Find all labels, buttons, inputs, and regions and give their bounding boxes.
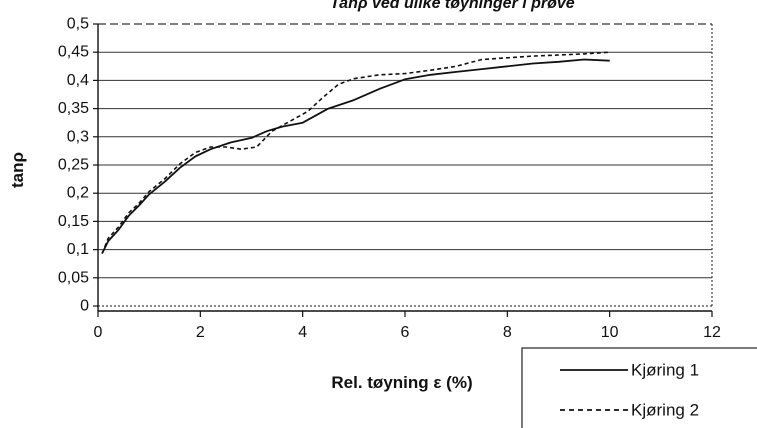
legend-label-2: Kjøring 2 xyxy=(631,401,699,420)
y-tick-label: 0,05 xyxy=(58,269,89,286)
plot-frame xyxy=(98,23,713,307)
y-tick-label: 0,35 xyxy=(58,100,89,117)
x-tick-label: 10 xyxy=(601,324,619,341)
x-tick-label: 12 xyxy=(703,324,721,341)
y-tick-label: 0,45 xyxy=(58,44,89,61)
y-tick-labels: 0 0,05 0,1 0,15 0,2 0,25 0,3 0,35 0,4 0,45 0,5 xyxy=(58,16,89,315)
y-tick-label: 0,15 xyxy=(58,213,89,230)
legend-label-1: Kjøring 1 xyxy=(631,361,699,380)
y-tick-label: 0,3 xyxy=(67,128,89,145)
y-tick-label: 0,2 xyxy=(67,185,89,202)
series-line-1 xyxy=(101,58,610,254)
legend: Kjøring 1 Kjøring 2 xyxy=(521,347,757,428)
series-group xyxy=(101,51,610,254)
y-tick-label: 0 xyxy=(80,298,89,315)
x-tick-label: 2 xyxy=(196,324,205,341)
y-tick-label: 0,4 xyxy=(67,72,89,89)
y-tick-label: 0,5 xyxy=(67,16,89,33)
series-line-2 xyxy=(101,51,610,254)
x-tick-labels: 0 2 4 6 8 10 12 xyxy=(94,324,721,341)
x-tick-label: 4 xyxy=(298,324,307,341)
legend-box xyxy=(521,347,757,428)
x-tick-label: 0 xyxy=(94,324,103,341)
y-tick-label: 0,1 xyxy=(67,241,89,258)
title-fragment: Tanρ ved ulike tøyninger i prøve xyxy=(330,0,575,12)
y-tick-label: 0,25 xyxy=(58,157,89,174)
x-axis-title: Rel. tøyning ε (%) xyxy=(331,373,472,392)
x-tick-label: 6 xyxy=(401,324,410,341)
gridlines xyxy=(98,51,712,279)
axes xyxy=(93,23,713,317)
y-axis-title: tanρ xyxy=(8,152,27,188)
x-tick-label: 8 xyxy=(503,324,512,341)
